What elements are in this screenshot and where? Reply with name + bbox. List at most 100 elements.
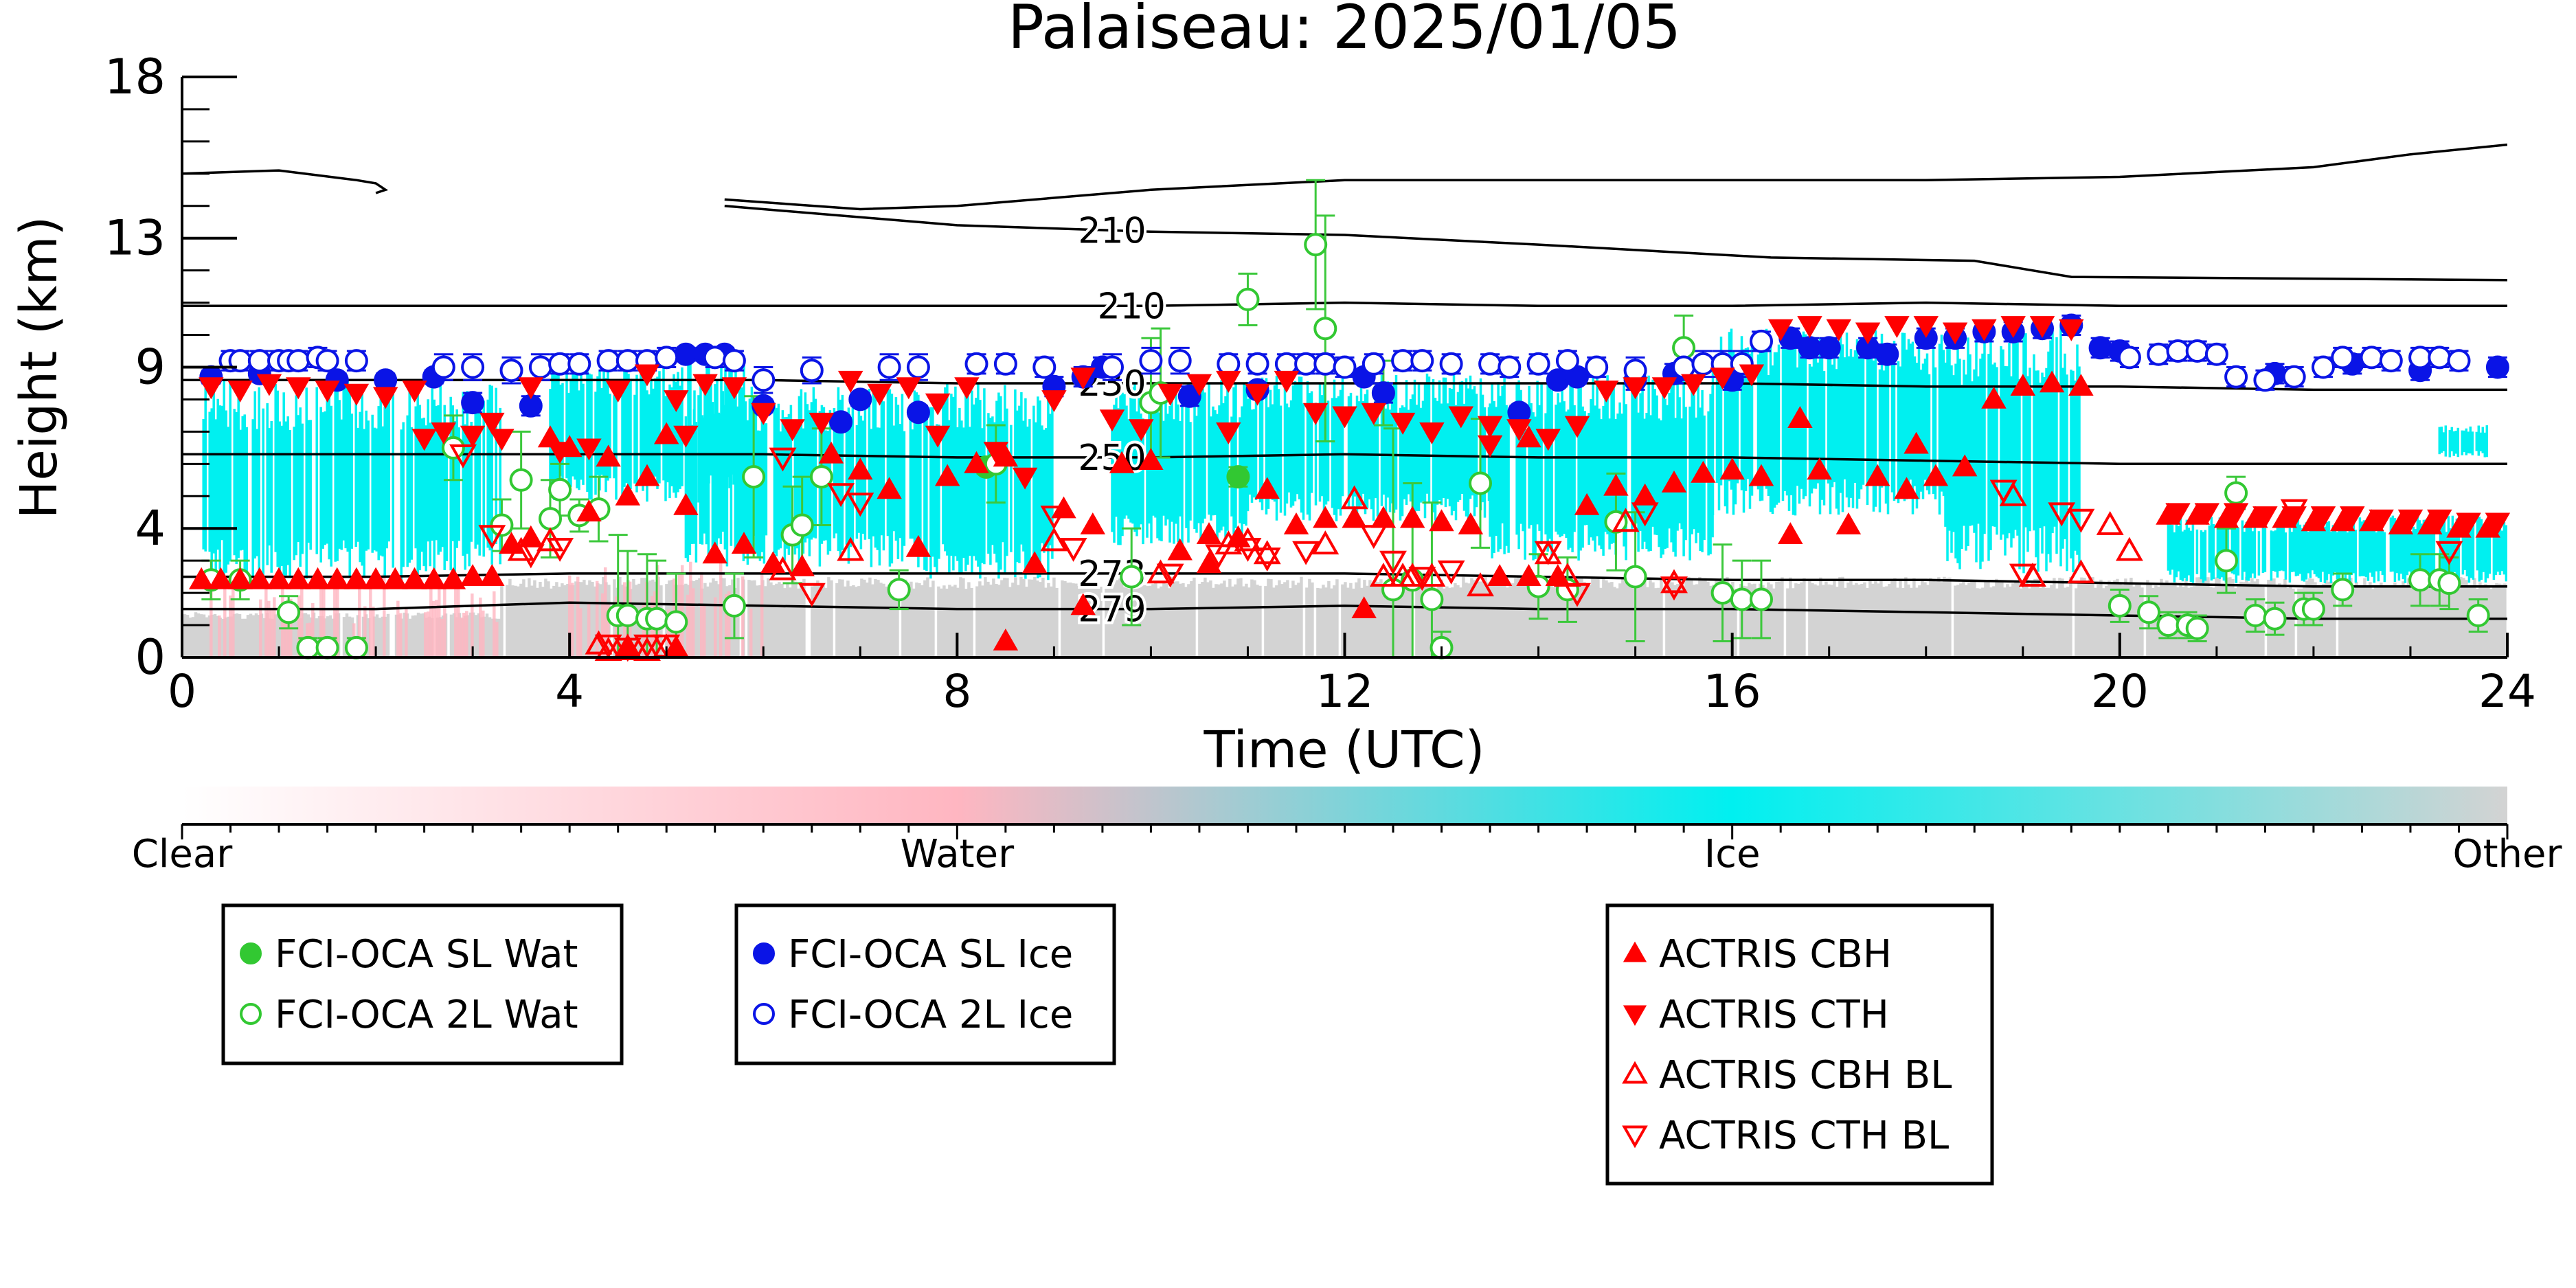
- actris-cth-point: [2252, 506, 2278, 528]
- actris-cbh-point: [1661, 470, 1687, 493]
- fci-oca-sl-ice-point: [848, 387, 872, 411]
- actris-cth-point: [1448, 406, 1474, 429]
- fci-oca-2l-wat-point: [615, 604, 640, 627]
- actris-cth-point: [1245, 383, 1270, 406]
- actris-cbh-bl-point: [507, 536, 535, 561]
- actris-cbh-bl-point: [1660, 569, 1688, 594]
- actris-cbh-point: [1835, 512, 1862, 534]
- actris-cbh-bl-point: [769, 556, 797, 580]
- legend-item: FCI-OCA 2L Ice: [753, 993, 1073, 1037]
- x-ticks: 0 4 8 12 16 20 24: [168, 633, 2536, 718]
- fci-oca-2l-wat-point: [1304, 233, 1328, 257]
- legend-item: FCI-OCA SL Wat: [240, 932, 578, 977]
- axes: 0 4 8 12 16 20 24 0 4 9 13 18: [104, 49, 2536, 718]
- legend-item: FCI-OCA SL Ice: [753, 932, 1073, 977]
- legend-label: ACTRIS CTH: [1659, 993, 1889, 1037]
- fci-oca-2l-ice-point: [1391, 349, 1415, 373]
- actris-cbh-bl-point: [837, 536, 865, 561]
- fci-oca-2l-ice-point: [1691, 352, 1715, 376]
- actris-cth-bl-point: [1156, 563, 1184, 588]
- actris-cth-point: [983, 442, 1009, 464]
- x-tick-label: 8: [942, 665, 971, 718]
- actris-cth-bl-point: [1408, 567, 1436, 591]
- actris-cth-point: [1767, 319, 1794, 341]
- markers: [188, 233, 2511, 662]
- actris-cth-bl-point: [613, 637, 642, 662]
- fci-oca-2l-ice-point: [964, 352, 988, 376]
- actris-cth-bl-point: [2009, 563, 2037, 588]
- colorbar-label-ice: Ice: [1704, 832, 1761, 877]
- fci-oca-sl-ice-point: [1546, 368, 1570, 392]
- actris-cbh-point: [1748, 464, 1774, 486]
- actris-cth-bl-point: [846, 493, 874, 517]
- fci-oca-2l-ice-point: [2312, 355, 2335, 379]
- actris-cth-point: [1157, 383, 1183, 406]
- fci-oca-2l-wat-point: [1120, 565, 1144, 589]
- actris-cbh-point: [1429, 509, 1454, 532]
- y-axis-label: Height (km): [10, 216, 69, 519]
- actris-cth-point: [1099, 409, 1125, 432]
- actris-cth-point: [1855, 322, 1881, 345]
- actris-cth-point: [925, 425, 951, 448]
- fci-oca-2l-wat-point: [2137, 600, 2161, 624]
- actris-cbh-point: [440, 567, 466, 589]
- fci-oca-2l-ice-point: [2253, 368, 2277, 392]
- actris-cth-bl-point: [1631, 502, 1659, 527]
- legend-label: FCI-OCA SL Ice: [788, 932, 1073, 977]
- fci-oca-2l-ice-point: [2379, 349, 2403, 373]
- actris-cbh-point: [934, 464, 960, 486]
- actris-cth-point: [2223, 503, 2249, 526]
- actris-cbh-bl-point: [2115, 536, 2143, 561]
- fci-oca-2l-wat-point: [722, 594, 746, 618]
- actris-cth-point: [1942, 322, 1968, 345]
- actris-cbh-bl-point: [1253, 540, 1281, 565]
- legend-marker: [1622, 1061, 1648, 1084]
- fci-oca-2l-ice-point: [1410, 349, 1434, 373]
- fci-oca-2l-wat-point: [809, 465, 833, 489]
- actris-cbh-bl-point: [594, 637, 622, 661]
- fci-oca-2l-wat-point: [2215, 549, 2238, 573]
- actris-cbh-point: [363, 567, 389, 589]
- fci-oca-2l-ice-point: [1100, 355, 1124, 379]
- actris-cth-point: [1477, 416, 1503, 438]
- actris-cbh-bl-point: [633, 637, 661, 661]
- fci-oca-2l-wat-point: [645, 607, 669, 631]
- colorbar-ticks: [181, 824, 2509, 839]
- fci-oca-2l-wat-point: [548, 477, 572, 501]
- tropopause-line: [724, 143, 2507, 211]
- actris-cbh-point: [1313, 506, 1338, 528]
- actris-cth-point: [634, 364, 660, 387]
- actris-cth-point: [1913, 316, 1939, 339]
- fci-oca-2l-ice-point: [499, 359, 523, 383]
- actris-cbh-point: [286, 567, 311, 589]
- actris-cbh-point: [1952, 454, 1978, 477]
- fci-oca-sl-ice-point: [2485, 355, 2509, 379]
- actris-cth-point: [780, 419, 805, 442]
- fci-oca-2l-wat-point: [509, 468, 533, 492]
- actris-cbh-point: [2039, 370, 2065, 393]
- actris-cbh-point: [634, 464, 660, 486]
- actris-cth-point: [1506, 419, 1532, 442]
- mask-region-ice: [2438, 425, 2489, 457]
- actris-cth-point: [2310, 506, 2336, 528]
- actris-cbh-bl-point: [1369, 563, 1397, 587]
- fci-oca-2l-ice-point: [1139, 349, 1163, 373]
- fci-oca-2l-ice-point: [2408, 346, 2432, 370]
- actris-cbh-point: [324, 567, 350, 589]
- x-axis-label: Time (UTC): [1203, 721, 1484, 780]
- actris-cth-bl-point: [1660, 576, 1688, 601]
- fci-oca-sl-ice-point: [2088, 336, 2112, 360]
- fci-oca-2l-ice-point: [1313, 352, 1337, 376]
- fci-oca-2l-ice-point: [1333, 355, 1357, 379]
- fci-oca-2l-ice-point: [1439, 352, 1463, 376]
- series-fci-oca-2l-ice: [218, 329, 2471, 392]
- fci-oca-sl-ice-point: [1371, 381, 1395, 405]
- legend-item: ACTRIS CBH: [1623, 932, 1892, 977]
- fci-oca-2l-wat-point: [2437, 572, 2461, 595]
- legend-label: ACTRIS CBH: [1659, 932, 1892, 977]
- actris-cbh-point: [1603, 473, 1629, 496]
- fci-oca-2l-ice-point: [2117, 346, 2141, 370]
- actris-cbh-point: [1109, 451, 1135, 473]
- isotherm-273-line: [182, 572, 2507, 588]
